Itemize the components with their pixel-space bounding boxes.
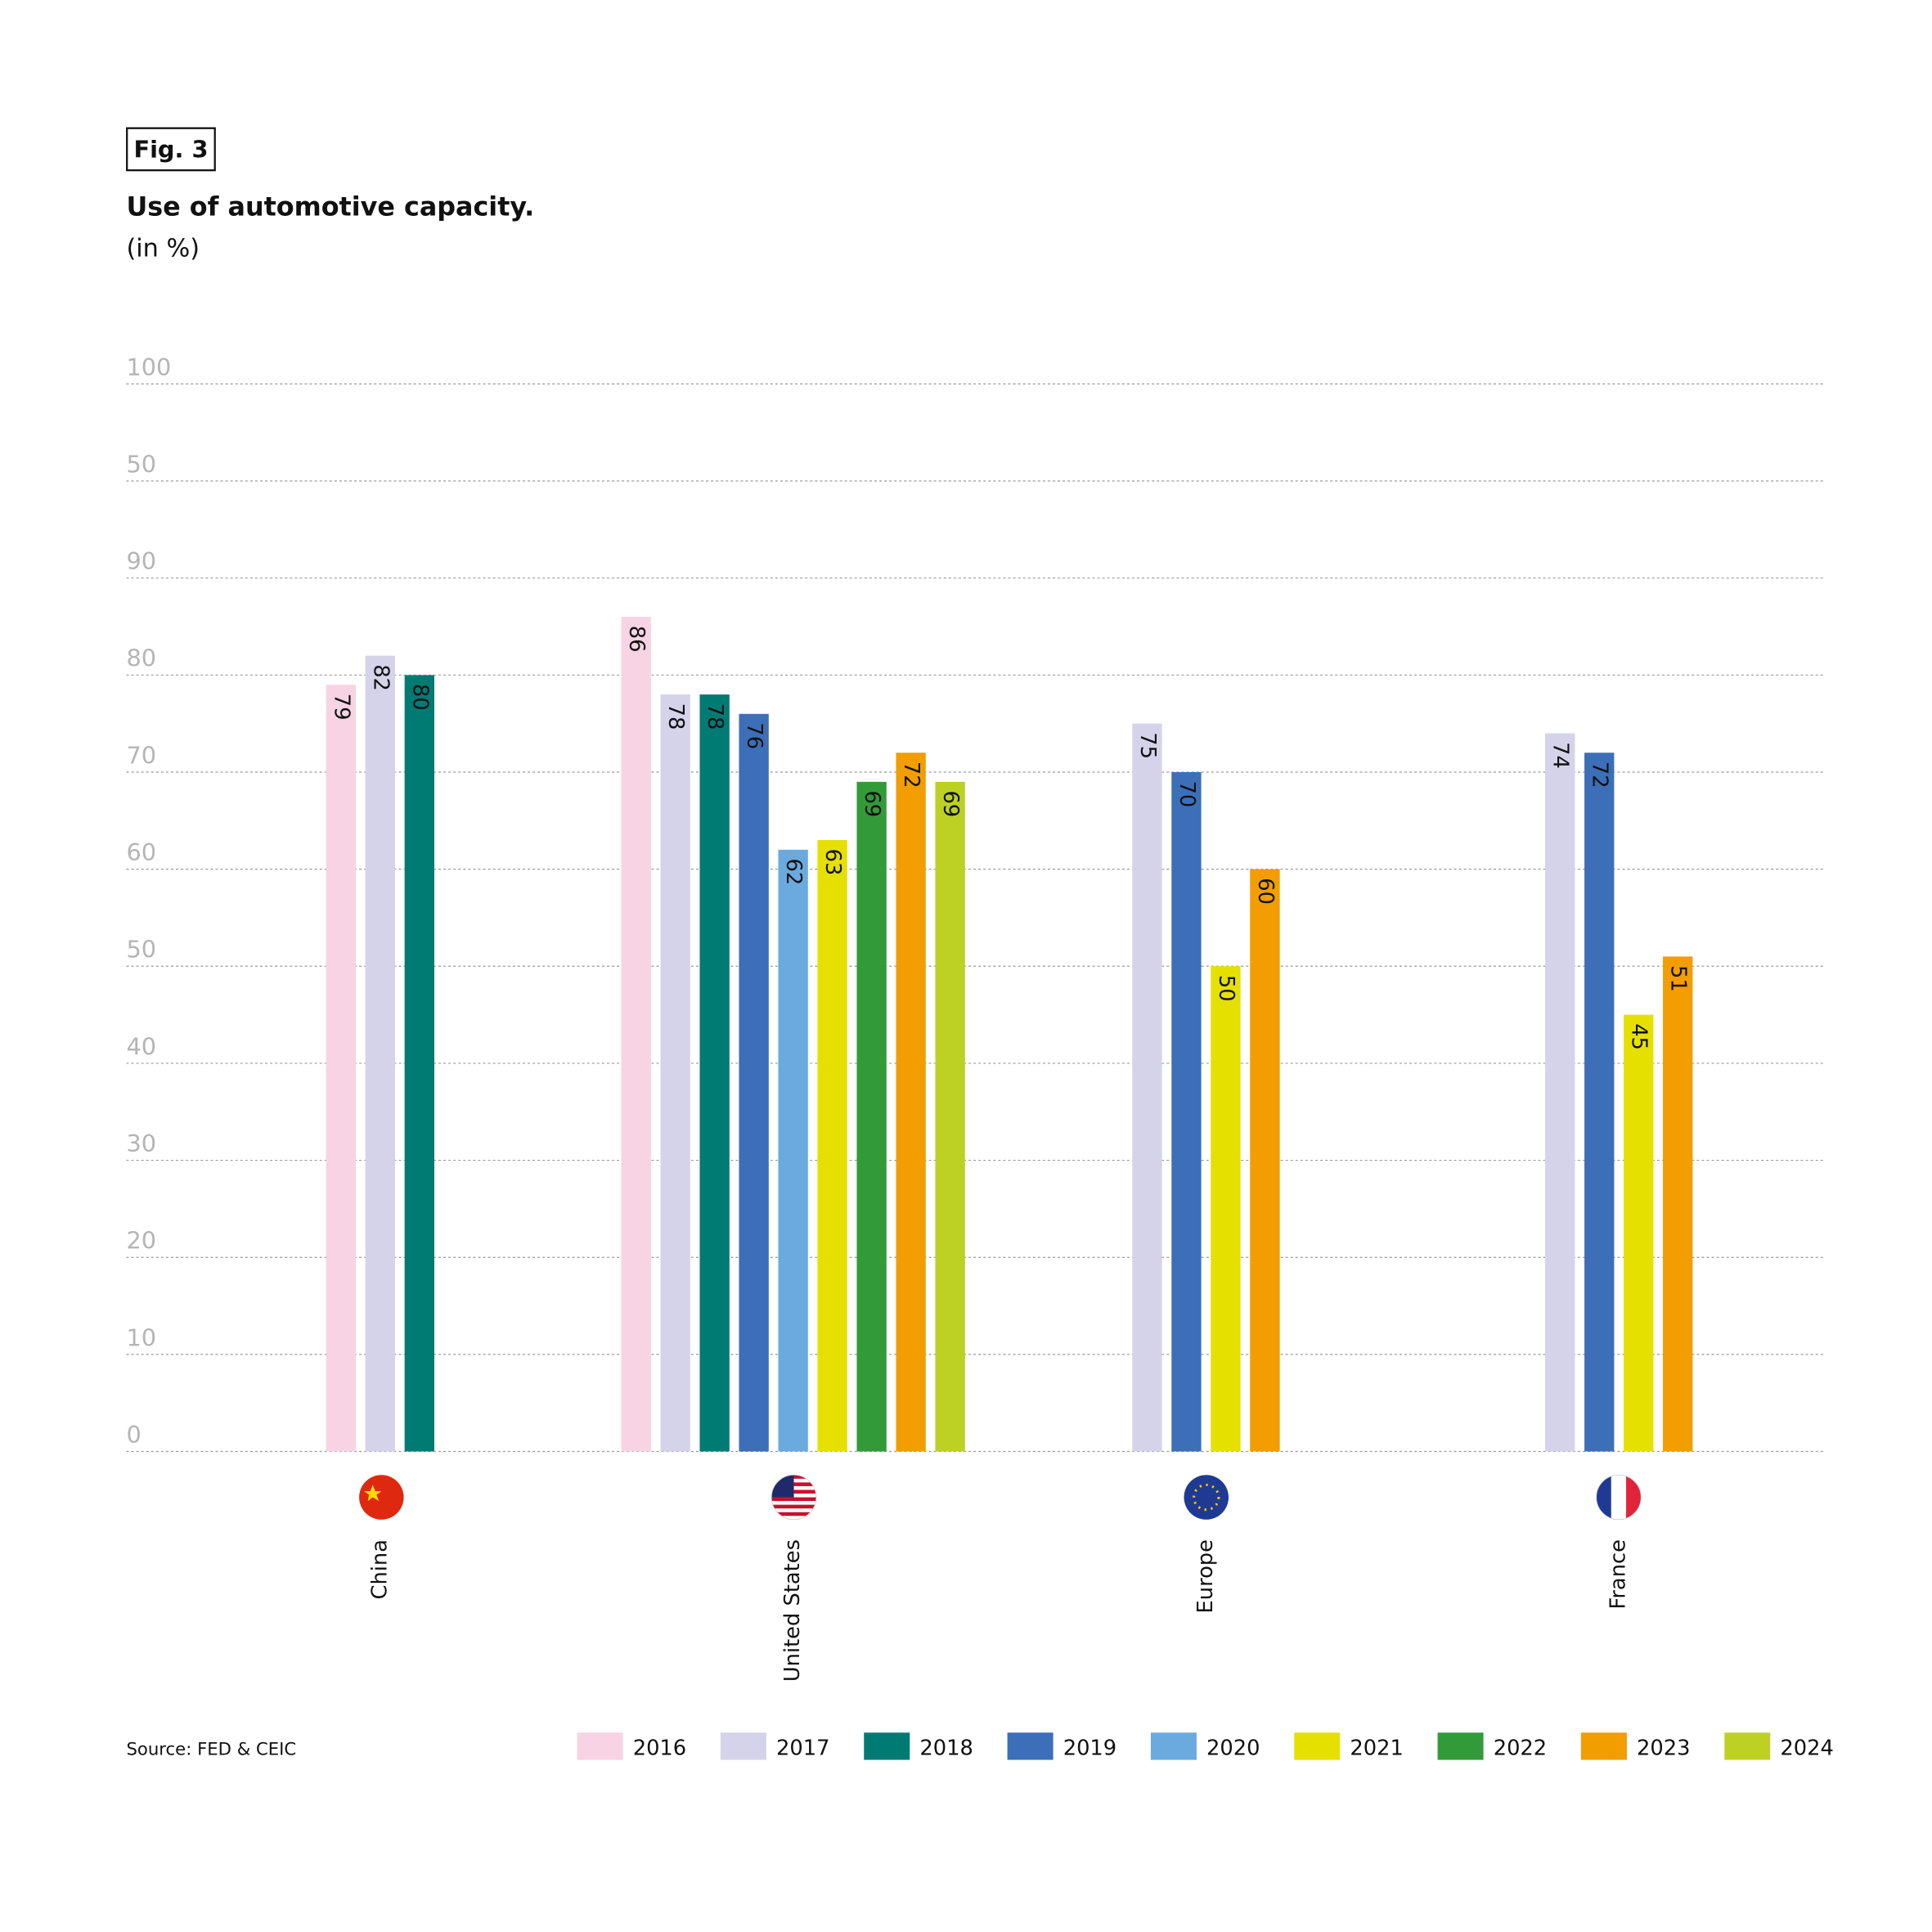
y-tick-label: 30 (126, 1130, 156, 1157)
bar (699, 694, 730, 1452)
legend-label: 2023 (1637, 1736, 1690, 1760)
value-label: 72 (1588, 762, 1612, 789)
bar (1132, 723, 1162, 1452)
legend-label: 2020 (1206, 1736, 1260, 1760)
y-tick-label: 80 (126, 645, 156, 672)
value-label: 69 (860, 790, 884, 817)
bar (1584, 753, 1615, 1452)
legend-swatch (720, 1732, 766, 1760)
value-label: 50 (1214, 975, 1238, 1002)
legend-swatch (577, 1732, 623, 1760)
value-label: 79 (329, 694, 353, 721)
y-tick-label: 100 (126, 353, 171, 381)
bar (817, 840, 847, 1452)
legend-label: 2018 (919, 1736, 973, 1760)
bar (778, 849, 808, 1452)
bar (1624, 1014, 1654, 1452)
flag-eu (1184, 1475, 1229, 1520)
value-label: 82 (368, 664, 393, 691)
flags (359, 1474, 1642, 1521)
y-tick-label: 50 (126, 936, 156, 964)
x-tick-label: United States (780, 1539, 805, 1682)
bar (935, 781, 965, 1452)
legend-swatch (1437, 1732, 1484, 1760)
figure-label: Fig. 3 (133, 135, 208, 163)
bar (404, 675, 434, 1452)
x-tick-label: China (367, 1539, 392, 1599)
x-tick-label: Europe (1193, 1539, 1218, 1613)
value-label: 80 (407, 684, 432, 711)
legend-label: 2024 (1780, 1736, 1833, 1760)
legend-label: 2019 (1063, 1736, 1117, 1760)
value-label: 72 (899, 762, 923, 789)
value-label: 60 (1253, 878, 1278, 905)
y-tick-label: 20 (126, 1227, 156, 1255)
bar (365, 655, 395, 1452)
flag-china (359, 1475, 404, 1520)
chart-subtitle: (in %) (126, 234, 200, 263)
value-label: 70 (1175, 781, 1199, 808)
legend-label: 2017 (776, 1736, 829, 1760)
legend-label: 2021 (1350, 1736, 1403, 1760)
value-label: 86 (624, 626, 649, 653)
bar (1663, 956, 1693, 1452)
legend-swatch (1724, 1732, 1771, 1760)
legend-label: 2016 (633, 1736, 686, 1760)
bar (660, 694, 690, 1452)
bar (1545, 733, 1575, 1452)
bar (621, 617, 651, 1452)
value-label: 78 (663, 703, 688, 730)
legend-swatch (1580, 1732, 1627, 1760)
flag-france (1596, 1474, 1642, 1521)
value-label: 78 (703, 703, 727, 730)
bar (1250, 869, 1280, 1452)
value-label: 51 (1666, 965, 1691, 992)
y-tick-label: 50 (126, 450, 156, 478)
y-tick-label: 40 (126, 1032, 156, 1060)
chart-title: Use of automotive capacity. (126, 191, 534, 222)
bar (739, 713, 769, 1452)
y-tick-label: 0 (126, 1421, 141, 1449)
legend-swatch (864, 1732, 910, 1760)
y-tick-label: 90 (126, 547, 156, 575)
value-label: 69 (938, 790, 963, 817)
bar (1211, 966, 1241, 1452)
value-label: 74 (1548, 742, 1573, 769)
x-tick-label: France (1606, 1539, 1631, 1610)
value-label: 62 (781, 858, 806, 885)
legend-swatch (1150, 1732, 1197, 1760)
value-label: 63 (820, 849, 845, 876)
bar (896, 753, 926, 1452)
y-tick-label: 10 (126, 1323, 156, 1351)
legend-swatch (1294, 1732, 1341, 1760)
value-label: 75 (1135, 732, 1160, 759)
legend-label: 2022 (1494, 1736, 1547, 1760)
y-tick-label: 70 (126, 741, 156, 769)
figure-label-box (126, 127, 216, 172)
y-tick-label: 60 (126, 838, 156, 866)
flag-us (771, 1474, 817, 1521)
bar (1171, 771, 1202, 1452)
bar (326, 685, 357, 1452)
legend-swatch (1007, 1732, 1054, 1760)
source: Source: FED & CEIC (126, 1738, 296, 1759)
value-label: 76 (742, 722, 766, 749)
value-label: 45 (1627, 1023, 1651, 1050)
bar (856, 781, 887, 1452)
